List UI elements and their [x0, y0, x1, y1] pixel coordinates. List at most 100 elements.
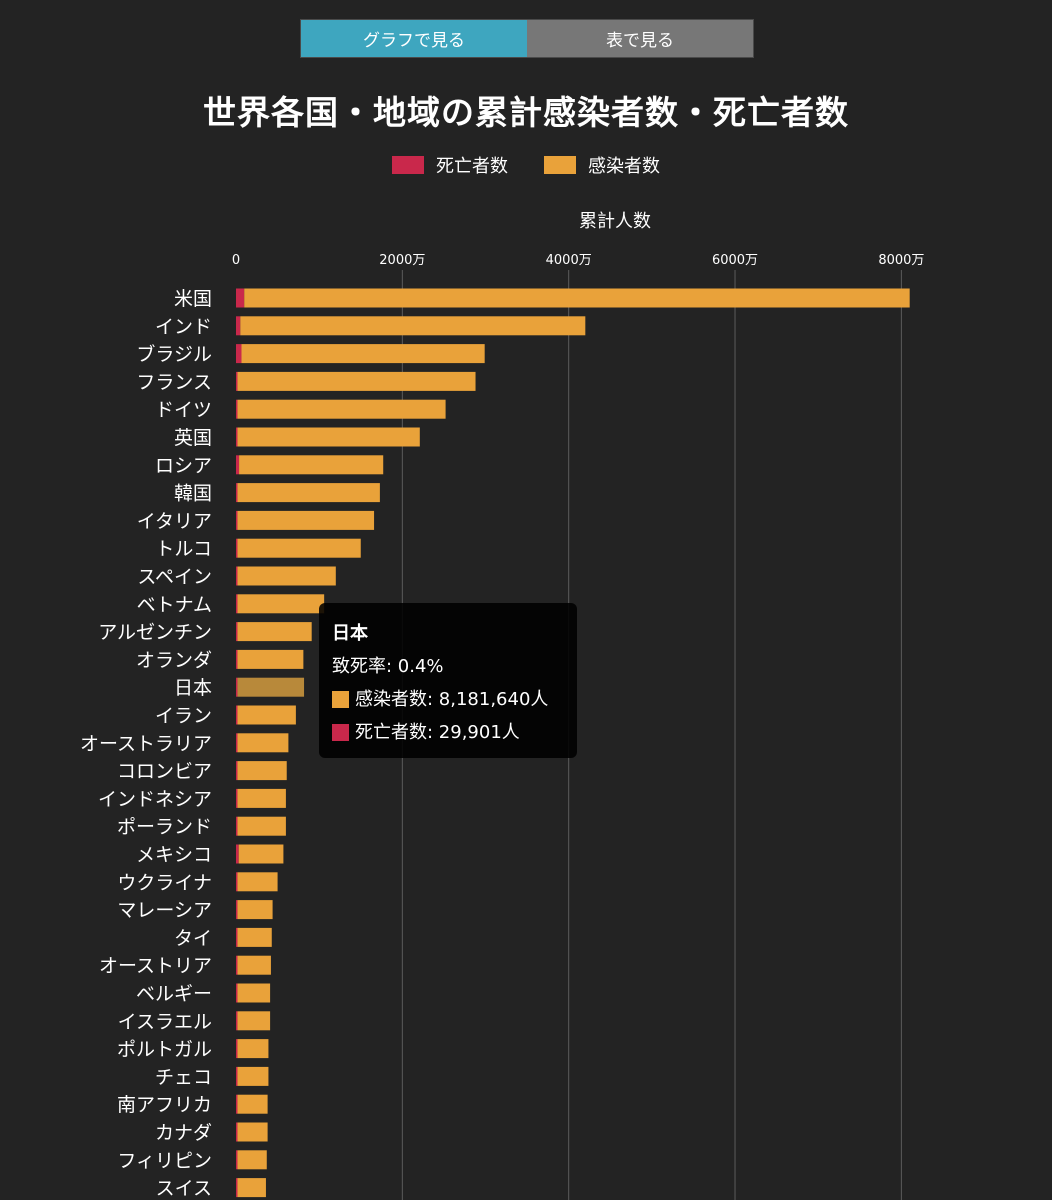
bar-deaths[interactable] — [236, 677, 238, 697]
bar-cases[interactable] — [237, 1122, 268, 1142]
bar-cases[interactable] — [237, 900, 273, 920]
legend-swatch-deaths — [392, 156, 424, 174]
bar-cases[interactable] — [237, 816, 286, 836]
bar-deaths[interactable] — [236, 427, 238, 447]
bar-cases[interactable] — [237, 1094, 268, 1114]
bar-cases[interactable] — [244, 288, 910, 308]
bar-deaths[interactable] — [236, 566, 238, 586]
bar-cases[interactable] — [237, 649, 304, 669]
bar-cases[interactable] — [237, 371, 476, 391]
x-tick-label: 2000万 — [379, 253, 425, 268]
y-category-label: タイ — [174, 927, 212, 949]
y-category-label: マレーシア — [117, 900, 212, 922]
bar-cases[interactable] — [238, 844, 284, 864]
bar-deaths[interactable] — [236, 705, 238, 725]
bar-deaths[interactable] — [236, 483, 238, 503]
bar-deaths[interactable] — [236, 288, 245, 308]
bar-cases[interactable] — [237, 872, 278, 892]
bar-cases[interactable] — [237, 677, 305, 697]
bar-cases[interactable] — [237, 955, 271, 975]
bar-cases[interactable] — [241, 344, 485, 364]
bar-deaths[interactable] — [236, 622, 238, 642]
legend-label-deaths: 死亡者数 — [436, 156, 508, 177]
graph-view-button[interactable]: グラフで見る — [301, 20, 527, 57]
bar-cases[interactable] — [237, 1150, 267, 1170]
legend-item-cases[interactable]: 感染者数 — [544, 152, 660, 178]
bar-cases[interactable] — [237, 1011, 271, 1031]
y-category-label: オランダ — [136, 649, 212, 671]
y-category-label: 日本 — [174, 677, 212, 699]
bar-cases[interactable] — [237, 788, 286, 808]
bar-deaths[interactable] — [236, 399, 238, 419]
y-category-label: ウクライナ — [117, 872, 212, 894]
bar-deaths[interactable] — [236, 371, 238, 391]
y-category-label: チェコ — [155, 1066, 212, 1088]
tooltip-title: 日本 — [332, 623, 368, 644]
bar-deaths[interactable] — [236, 510, 238, 530]
bar-deaths[interactable] — [236, 1150, 238, 1170]
bar-deaths[interactable] — [236, 788, 238, 808]
bar-cases[interactable] — [237, 427, 420, 447]
bar-cases[interactable] — [237, 1178, 266, 1198]
tooltip-cases-row: 感染者数: 8,181,640人 — [332, 683, 564, 716]
bar-cases[interactable] — [237, 705, 296, 725]
y-category-label: ベルギー — [136, 983, 212, 1005]
bar-deaths[interactable] — [236, 344, 242, 364]
bar-cases[interactable] — [237, 927, 272, 947]
y-category-label: アルゼンチン — [98, 622, 212, 644]
bar-cases[interactable] — [237, 594, 325, 614]
bar-deaths[interactable] — [236, 733, 238, 753]
table-view-button[interactable]: 表で見る — [527, 20, 753, 57]
bar-deaths[interactable] — [236, 761, 238, 781]
bar-deaths[interactable] — [236, 1011, 238, 1031]
tooltip-deaths-swatch — [332, 724, 349, 741]
bar-cases[interactable] — [237, 566, 336, 586]
y-category-label: トルコ — [155, 538, 212, 560]
legend-item-deaths[interactable]: 死亡者数 — [392, 152, 508, 178]
bar-deaths[interactable] — [236, 955, 238, 975]
y-category-label: カナダ — [155, 1122, 212, 1144]
bar-deaths[interactable] — [236, 1094, 238, 1114]
y-category-label: イタリア — [137, 510, 212, 532]
y-category-label: ポーランド — [117, 816, 212, 838]
bar-deaths[interactable] — [236, 844, 239, 864]
bar-deaths[interactable] — [236, 538, 238, 558]
bar-cases[interactable] — [237, 1066, 269, 1086]
bar-cases[interactable] — [237, 538, 361, 558]
bar-cases[interactable] — [239, 455, 384, 475]
bar-deaths[interactable] — [236, 316, 241, 336]
y-category-label: ベトナム — [137, 594, 212, 616]
bar-deaths[interactable] — [236, 1178, 238, 1198]
bar-deaths[interactable] — [236, 927, 238, 947]
y-category-label: オーストリア — [99, 955, 212, 977]
bar-cases[interactable] — [237, 1039, 269, 1059]
bar-deaths[interactable] — [236, 872, 238, 892]
bar-cases[interactable] — [237, 622, 312, 642]
bar-cases[interactable] — [237, 761, 287, 781]
bar-cases[interactable] — [237, 510, 375, 530]
y-category-label: ドイツ — [155, 399, 212, 421]
bar-cases[interactable] — [237, 733, 289, 753]
tooltip: 日本 致死率: 0.4% 感染者数: 8,181,640人 死亡者数: 29,9… — [319, 603, 577, 758]
bar-deaths[interactable] — [236, 455, 240, 475]
bar-cases[interactable] — [237, 399, 446, 419]
y-category-label: コロンビア — [117, 761, 212, 783]
y-category-label: イラン — [155, 705, 212, 727]
bar-deaths[interactable] — [236, 816, 238, 836]
bar-cases[interactable] — [237, 483, 380, 503]
bar-deaths[interactable] — [236, 1122, 238, 1142]
y-category-label: 米国 — [174, 288, 212, 310]
bar-deaths[interactable] — [236, 1039, 238, 1059]
bar-cases[interactable] — [237, 983, 271, 1003]
y-category-label: 南アフリカ — [117, 1094, 212, 1116]
bar-deaths[interactable] — [236, 1066, 238, 1086]
x-tick-label: 0 — [232, 253, 240, 268]
chart-title: 世界各国・地域の累計感染者数・死亡者数 — [203, 93, 849, 132]
bar-deaths[interactable] — [236, 649, 238, 669]
bar-deaths[interactable] — [236, 594, 238, 614]
bar-deaths[interactable] — [236, 900, 238, 920]
bar-deaths[interactable] — [236, 983, 238, 1003]
tooltip-cfr: 致死率: 0.4% — [332, 656, 444, 677]
y-category-label: フィリピン — [117, 1150, 212, 1172]
bar-cases[interactable] — [240, 316, 586, 336]
